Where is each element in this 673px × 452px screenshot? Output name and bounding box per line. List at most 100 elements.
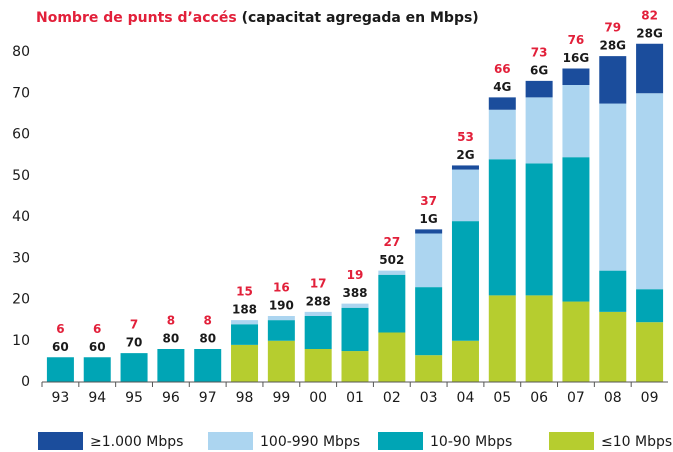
total-label: 53 — [457, 130, 474, 144]
bar-segment — [415, 355, 443, 382]
bar-segment — [341, 351, 369, 382]
bar-segment — [46, 357, 74, 382]
total-label: 17 — [310, 276, 327, 290]
total-label: 37 — [420, 194, 437, 208]
x-tick-label: 01 — [346, 390, 364, 406]
bar-segment — [599, 103, 627, 271]
legend-label: 10-90 Mbps — [430, 434, 512, 450]
y-tick-label: 70 — [12, 85, 30, 101]
bar-segment — [599, 56, 627, 104]
bar-segment — [231, 324, 259, 345]
bar-segment — [378, 332, 406, 382]
bar-segment — [525, 80, 553, 98]
bar-segment — [415, 287, 443, 356]
capacity-label: 28G — [636, 26, 663, 40]
bar-segment — [304, 316, 332, 349]
bar-segment — [378, 274, 406, 333]
x-tick-label: 95 — [125, 390, 143, 406]
x-tick-label: 97 — [199, 390, 217, 406]
legend-label: ≤10 Mbps — [601, 434, 672, 450]
legend-label: ≥1.000 Mbps — [90, 434, 183, 450]
title: Nombre de punts d’accés — [36, 10, 237, 26]
x-tick-label: 09 — [641, 390, 659, 406]
total-label: 16 — [273, 281, 290, 295]
total-label: 79 — [604, 21, 621, 35]
y-tick-label: 30 — [12, 250, 30, 266]
bar-segment — [562, 157, 590, 302]
total-label: 8 — [167, 314, 175, 328]
bar-segment — [636, 289, 664, 323]
x-tick-label: 02 — [383, 390, 401, 406]
bar-segment — [525, 97, 553, 164]
y-tick-label: 80 — [12, 44, 30, 60]
total-label: 15 — [236, 285, 253, 299]
total-label: 6 — [56, 322, 64, 336]
x-tick-label: 98 — [236, 390, 254, 406]
bar-segment — [378, 270, 406, 275]
capacity-label: 1G — [420, 212, 438, 226]
bar-segment — [451, 165, 479, 170]
bar-segment — [451, 221, 479, 341]
bar-segment — [341, 303, 369, 308]
bar-segment — [562, 68, 590, 85]
bar-segment — [415, 229, 443, 234]
x-tick-label: 04 — [457, 390, 475, 406]
bar-segment — [267, 320, 295, 341]
capacity-label: 502 — [379, 253, 404, 267]
capacity-label: 188 — [232, 303, 257, 317]
bar-segment — [451, 169, 479, 222]
bar-segment — [488, 97, 516, 110]
capacity-label: 4G — [493, 80, 511, 94]
y-tick-label: 20 — [12, 292, 30, 308]
total-label: 27 — [383, 235, 400, 249]
bar-segment — [157, 349, 185, 382]
subtitle: (capacitat agregada en Mbps) — [242, 10, 479, 26]
x-tick-label: 08 — [604, 390, 622, 406]
bar-segment — [415, 233, 443, 288]
x-tick-label: 99 — [272, 390, 290, 406]
bar-segment — [488, 109, 516, 160]
bar-segment — [231, 344, 259, 382]
x-tick-label: 94 — [88, 390, 106, 406]
capacity-label: 190 — [269, 299, 294, 313]
y-tick-label: 0 — [21, 374, 30, 390]
legend-swatch — [378, 432, 423, 450]
bar-segment — [636, 322, 664, 382]
total-label: 76 — [568, 33, 585, 47]
capacity-label: 60 — [89, 340, 106, 354]
capacity-label: 288 — [306, 294, 331, 308]
legend-swatch — [208, 432, 253, 450]
bar-segment — [562, 301, 590, 382]
x-tick-label: 07 — [567, 390, 585, 406]
total-label: 6 — [93, 322, 101, 336]
x-tick-label: 96 — [162, 390, 180, 406]
y-tick-label: 10 — [12, 333, 30, 349]
capacity-label: 80 — [163, 332, 180, 346]
bar-segment — [231, 320, 259, 325]
total-label: 7 — [130, 318, 138, 332]
bar-segment — [304, 311, 332, 316]
bar-segment — [562, 85, 590, 158]
bar-segment — [83, 357, 111, 382]
total-label: 82 — [641, 8, 658, 22]
bar-segment — [636, 93, 664, 290]
bar-segment — [304, 349, 332, 382]
bar-segment — [120, 353, 148, 382]
capacity-label: 60 — [52, 340, 69, 354]
legend-swatch — [549, 432, 594, 450]
y-tick-label: 50 — [12, 168, 30, 184]
legend-label: 100-990 Mbps — [260, 434, 360, 450]
bar-segment — [267, 316, 295, 321]
capacity-label: 2G — [456, 148, 474, 162]
x-tick-label: 03 — [420, 390, 438, 406]
bar-segment — [488, 295, 516, 382]
y-tick-label: 40 — [12, 209, 30, 225]
capacity-label: 6G — [530, 63, 548, 77]
total-label: 73 — [531, 45, 548, 59]
bar-segment — [488, 159, 516, 296]
bar-segment — [636, 43, 664, 94]
x-tick-label: 06 — [530, 390, 548, 406]
bar-segment — [525, 295, 553, 382]
bar-segment — [599, 270, 627, 312]
